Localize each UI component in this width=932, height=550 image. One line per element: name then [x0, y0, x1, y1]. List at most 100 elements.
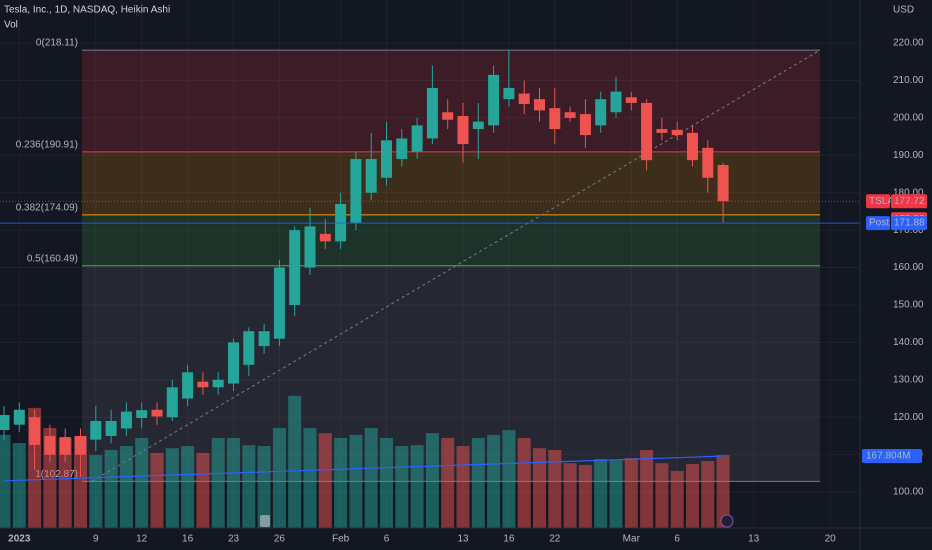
y-tick-label: 190.00: [893, 150, 924, 161]
candle-body: [0, 414, 10, 430]
fib-label: 0.5(160.49): [27, 253, 78, 264]
y-tick-label: 120.00: [893, 412, 924, 423]
volume-bar: [242, 445, 256, 528]
fib-label: 0.236(190.91): [16, 140, 78, 151]
volume-bar: [517, 437, 531, 528]
fib-label: 0.382(174.09): [16, 202, 78, 213]
indicator-label: Vol: [4, 20, 18, 31]
x-tick-label: 26: [274, 534, 286, 545]
volume-bar: [0, 434, 11, 528]
candle-body: [687, 132, 698, 161]
x-tick-label: 9: [93, 534, 99, 545]
candle-body: [610, 91, 622, 113]
x-tick-label: 16: [503, 534, 515, 545]
candle-body: [120, 411, 132, 429]
y-tick-label: 130.00: [893, 374, 924, 385]
candle-body: [503, 87, 515, 100]
volume-bar: [502, 430, 516, 528]
candle-body: [258, 331, 270, 347]
volume-bar: [425, 433, 439, 528]
volume-bar: [410, 445, 424, 528]
candle-body: [717, 165, 729, 202]
candle-body: [243, 331, 255, 365]
candle-body: [472, 121, 484, 130]
volume-bar: [670, 470, 684, 528]
candle-body: [457, 116, 469, 145]
volume-bar: [686, 464, 699, 528]
volume-bar: [380, 437, 393, 528]
x-tick-label: 13: [748, 534, 760, 545]
candle-body: [90, 420, 102, 440]
volume-bar: [594, 458, 608, 528]
candle-body: [136, 410, 148, 418]
volume-bar: [487, 434, 501, 528]
candle-body: [411, 125, 423, 152]
volume-bar: [150, 452, 164, 528]
candle-body: [442, 112, 454, 120]
x-tick-label: 20: [825, 534, 837, 545]
y-tick-label: 210.00: [893, 75, 924, 86]
plot: 0(218.11) 0.236(190.91) 0.382(174.09) 0.5(1…: [0, 0, 860, 528]
x-tick-label: 6: [384, 534, 390, 545]
volume-bar: [441, 437, 455, 528]
y-tick-label: 200.00: [893, 113, 924, 124]
volume-bar: [318, 433, 332, 528]
volume-bar: [655, 463, 669, 528]
volume-bar: [181, 446, 195, 528]
candle-body: [656, 129, 668, 133]
fib-zone: [82, 50, 820, 152]
fib-label: 1(102.87): [35, 469, 78, 480]
volume-bar: [563, 463, 577, 528]
volume-bar: [349, 434, 363, 528]
y-tick-label: 160.00: [893, 262, 924, 273]
price-name: TSLA: [869, 196, 894, 207]
volume-bar: [227, 437, 240, 528]
price-tag: [891, 194, 927, 209]
y-tick-label: 170.00: [893, 225, 924, 236]
x-tick-label: 22: [549, 534, 561, 545]
candle-body: [273, 267, 285, 339]
candle-body: [579, 114, 591, 136]
event-icon[interactable]: [720, 514, 734, 528]
volume-bar: [609, 460, 623, 528]
y-tick-label: 220.00: [893, 38, 924, 49]
candle-body: [304, 226, 316, 268]
price-name-tag: [866, 216, 890, 231]
volume-bar: [716, 455, 730, 528]
candle-body: [151, 409, 163, 417]
y-tick-label: 180.00: [893, 187, 924, 198]
candle-body: [702, 147, 714, 178]
price-tag: [891, 216, 927, 231]
volume-bar: [135, 437, 149, 528]
candle-body: [518, 93, 530, 105]
fib-zone: [82, 151, 820, 215]
price-name: Post: [869, 218, 889, 229]
volume-bar: [288, 395, 302, 528]
volume-bar: [548, 449, 562, 528]
volume-bar: [533, 448, 546, 528]
event-icon[interactable]: [260, 515, 270, 527]
candle-body: [166, 387, 178, 418]
candle-body: [105, 420, 117, 436]
candle-body: [426, 87, 438, 139]
x-tick-label: 2023: [8, 534, 31, 545]
volume-ma-line: [3, 455, 724, 482]
candle-body: [182, 372, 194, 399]
candle-body: [59, 437, 71, 455]
volume-ma-tag: [862, 449, 922, 464]
candle-body: [396, 138, 408, 160]
candle-body: [625, 97, 637, 103]
candle-body: [197, 381, 209, 388]
fib-zone: [82, 214, 820, 266]
candle-body: [228, 342, 239, 384]
x-tick-label: Mar: [623, 534, 641, 545]
candle-body: [212, 379, 224, 388]
volume-bar: [58, 437, 72, 528]
volume-bar: [364, 428, 378, 528]
volume-bar: [334, 437, 348, 528]
fib-label: 0(218.11): [36, 38, 78, 49]
x-tick-label: 12: [136, 534, 148, 545]
volume-bar: [272, 428, 286, 528]
currency: USD: [893, 5, 914, 16]
